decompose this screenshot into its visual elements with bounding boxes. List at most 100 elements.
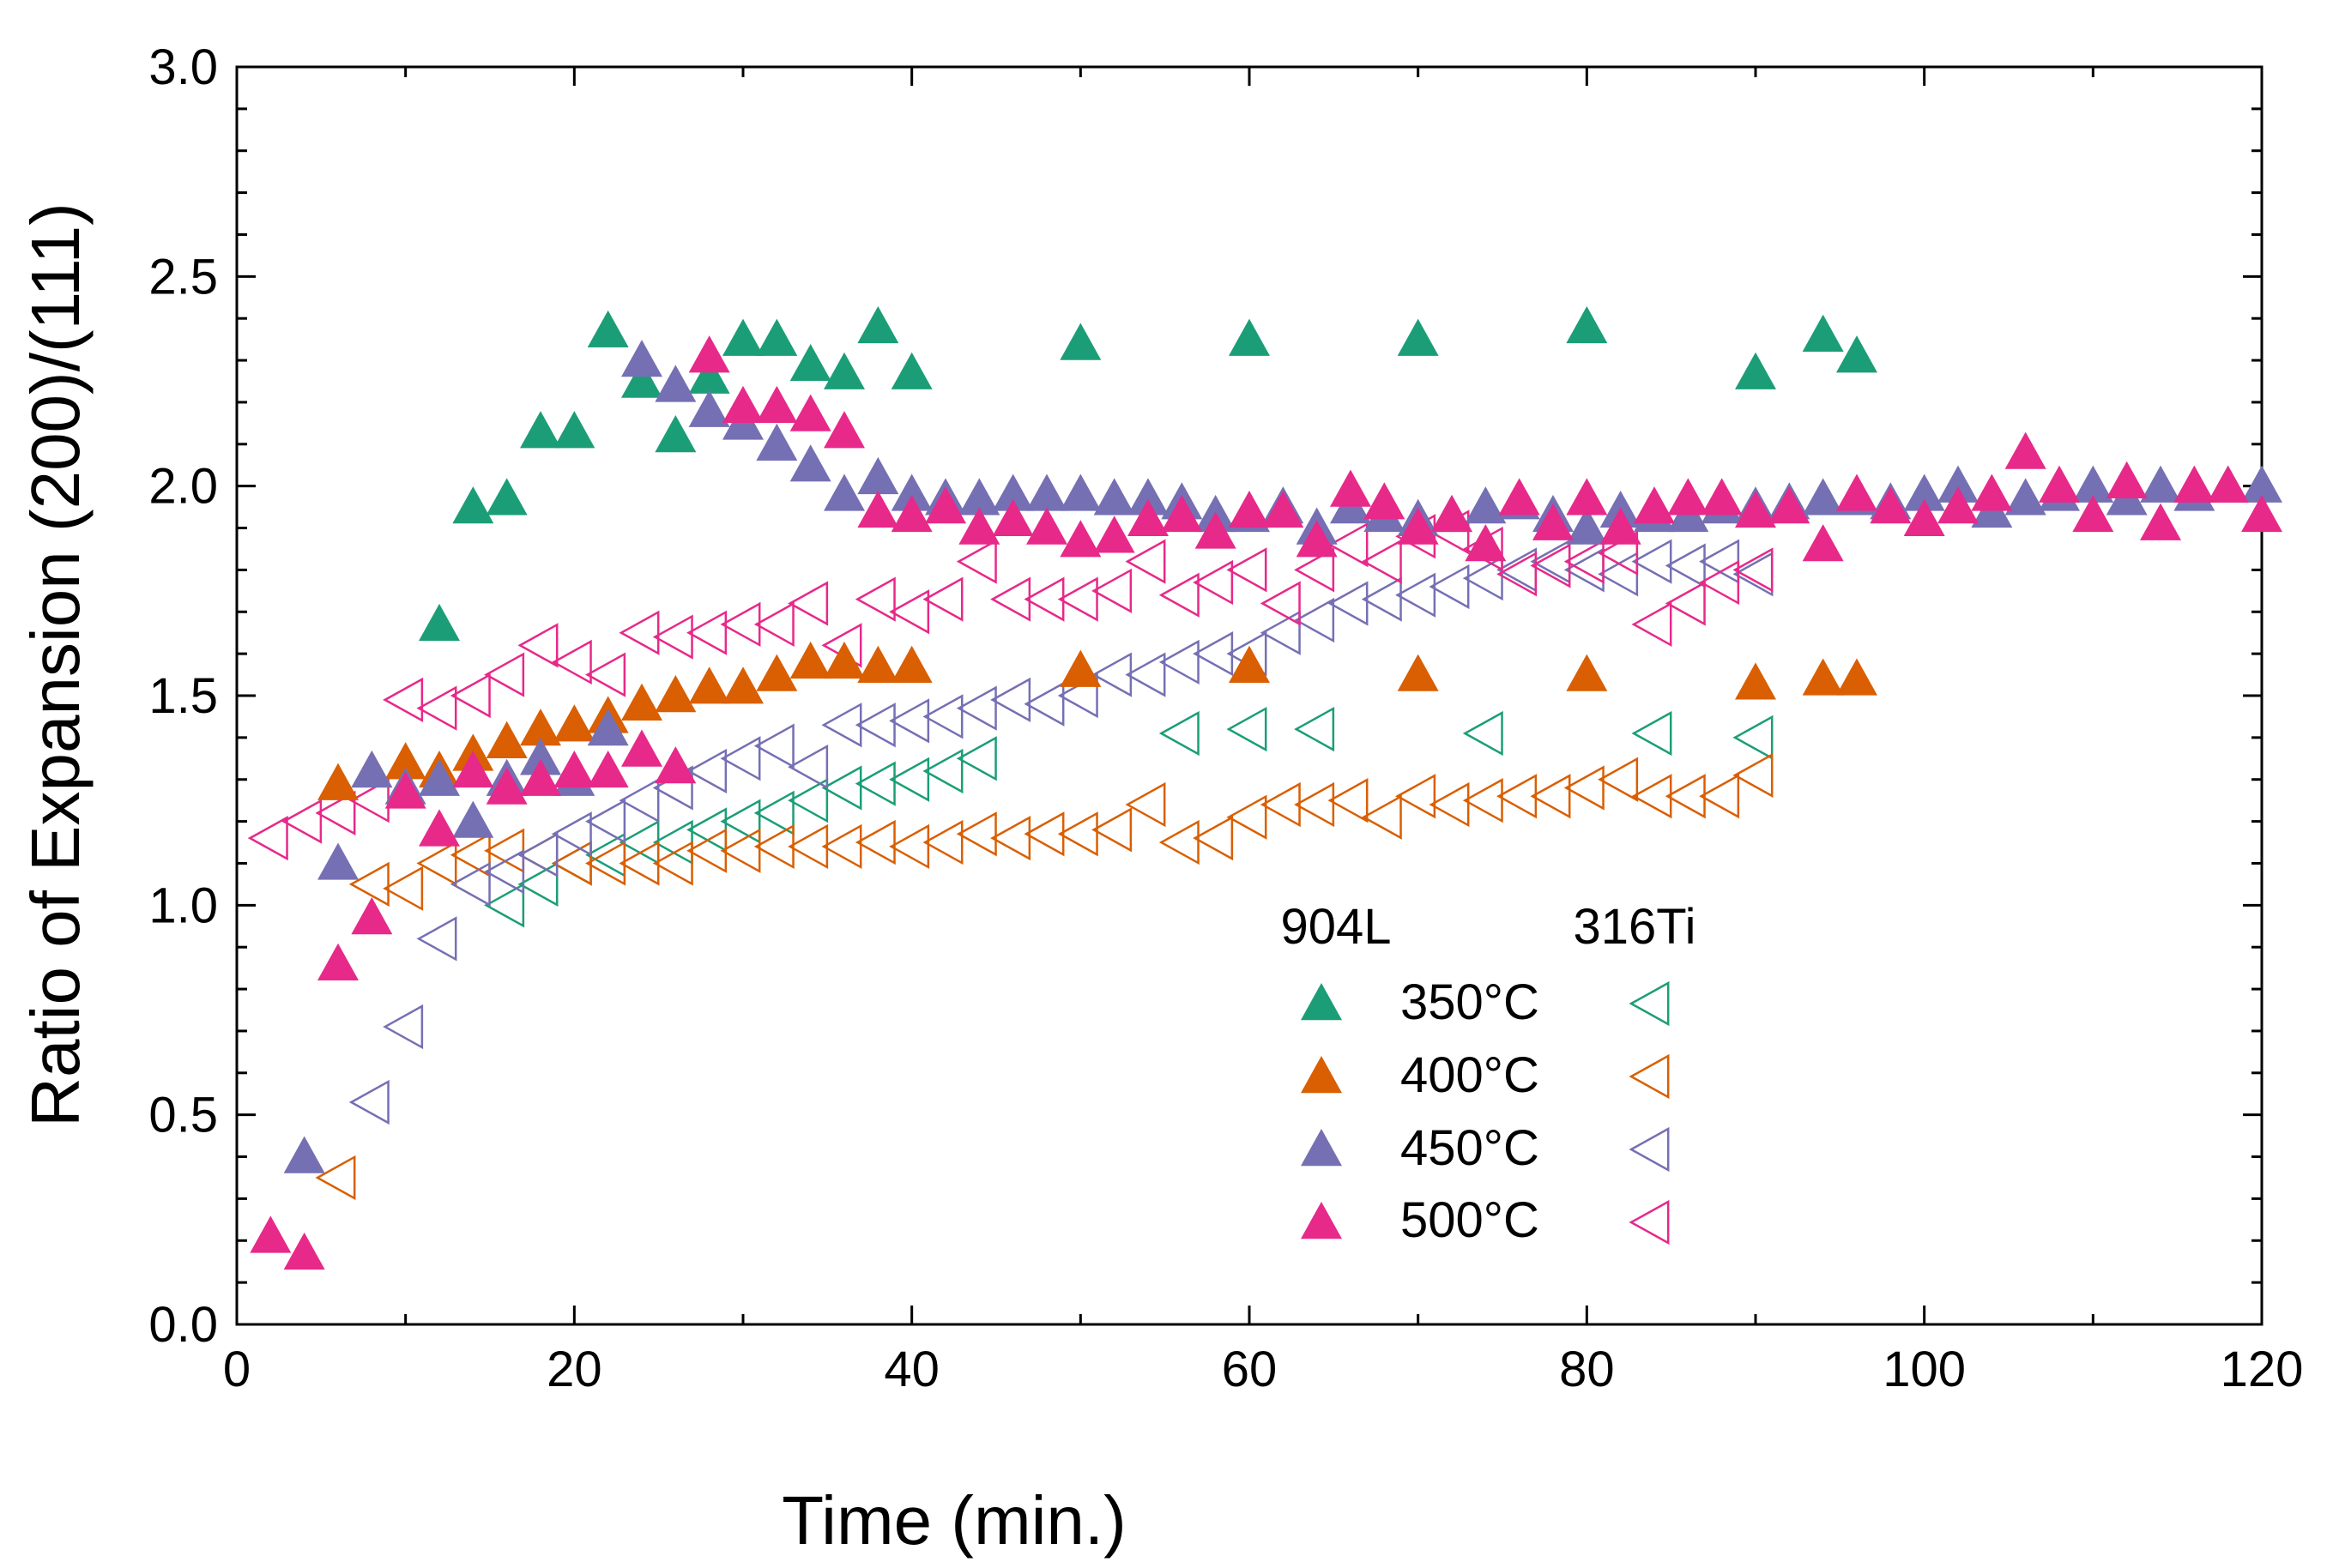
data-point [1735, 662, 1776, 700]
data-point [250, 1215, 292, 1253]
data-point [2207, 465, 2249, 503]
data-point [857, 645, 899, 683]
data-point [383, 865, 424, 911]
data-point [585, 841, 626, 886]
data-point [789, 343, 831, 382]
data-point [619, 778, 660, 823]
data-point [2173, 465, 2215, 503]
data-point [821, 823, 862, 870]
data-point [1732, 547, 1774, 593]
legend-marker-316ti-400 [1629, 1053, 1670, 1100]
data-point [1093, 478, 1135, 516]
data-point [2072, 494, 2114, 533]
data-point [1397, 507, 1439, 545]
data-point [1665, 774, 1706, 819]
data-point [1024, 811, 1065, 857]
data-point [351, 896, 393, 935]
data-point [688, 356, 730, 394]
data-point [1327, 581, 1369, 626]
data-point [686, 828, 728, 873]
data-point [1802, 658, 1844, 696]
data-point [1229, 645, 1270, 683]
data-point [1563, 547, 1605, 593]
data-point [1397, 654, 1439, 691]
data-point [1260, 610, 1301, 655]
data-point [686, 807, 728, 853]
data-point [1395, 572, 1436, 618]
data-point [1631, 539, 1672, 584]
data-point [1563, 539, 1605, 584]
series-316ti-350 [484, 706, 1774, 928]
legend-marker-904l-450 [1301, 1129, 1342, 1167]
data-point [486, 767, 528, 805]
data-point [652, 841, 693, 886]
data-point [317, 763, 359, 800]
data-point [789, 394, 831, 431]
data-point [753, 723, 795, 769]
data-point [824, 641, 865, 679]
data-point [1566, 305, 1608, 344]
data-point [1060, 520, 1102, 558]
data-point [621, 360, 662, 398]
x-tick-label: 80 [1559, 1342, 1615, 1397]
data-point [1060, 649, 1102, 687]
data-point [1158, 819, 1200, 865]
data-point [419, 603, 460, 642]
data-point [1836, 335, 1877, 373]
data-point [922, 694, 964, 739]
data-point [520, 758, 561, 796]
data-point [416, 916, 457, 962]
legend-marker-316ti-350 [1629, 980, 1670, 1027]
legend-label-500: 500°C [1400, 1192, 1539, 1248]
data-point [1530, 774, 1571, 819]
data-point [1462, 778, 1503, 823]
data-point [1634, 486, 1675, 524]
data-point [855, 703, 896, 748]
data-point [788, 744, 829, 790]
data-point [686, 748, 728, 794]
data-point [789, 641, 831, 679]
data-point [1465, 524, 1507, 562]
data-point [922, 748, 964, 794]
series-904l-350 [419, 305, 1877, 642]
x-tick-label: 0 [223, 1342, 251, 1397]
data-point [1060, 323, 1102, 360]
data-point [1158, 639, 1200, 685]
data-point [1294, 781, 1335, 828]
data-point [891, 352, 933, 389]
data-point [384, 742, 426, 780]
data-point [486, 478, 528, 516]
data-point [720, 828, 761, 873]
data-point [520, 411, 561, 449]
data-point [1161, 494, 1203, 533]
data-point [688, 335, 730, 373]
data-point [1327, 778, 1369, 823]
data-point [450, 861, 491, 908]
data-point [587, 750, 629, 788]
data-point [2140, 465, 2181, 503]
data-point [517, 832, 559, 877]
data-point [688, 666, 730, 704]
data-point [281, 799, 323, 844]
data-point [1802, 524, 1844, 562]
data-point [1361, 539, 1402, 584]
data-point [1598, 552, 1639, 597]
data-point [486, 721, 528, 758]
data-point [686, 610, 728, 655]
y-tick-label: 2.5 [148, 249, 218, 305]
series-316ti-400 [315, 752, 1774, 1201]
x-axis-title: Time (min.) [782, 1482, 1126, 1559]
data-point [1735, 352, 1776, 389]
data-point [956, 811, 997, 857]
data-point [655, 675, 697, 713]
data-point [484, 849, 525, 895]
data-point [1361, 794, 1402, 840]
data-point [992, 473, 1034, 511]
data-point [925, 486, 966, 524]
data-point [585, 832, 626, 877]
data-point [1093, 516, 1135, 553]
data-point [1127, 478, 1169, 516]
data-point [1836, 473, 1877, 511]
data-point [824, 411, 865, 449]
data-point [857, 305, 899, 344]
